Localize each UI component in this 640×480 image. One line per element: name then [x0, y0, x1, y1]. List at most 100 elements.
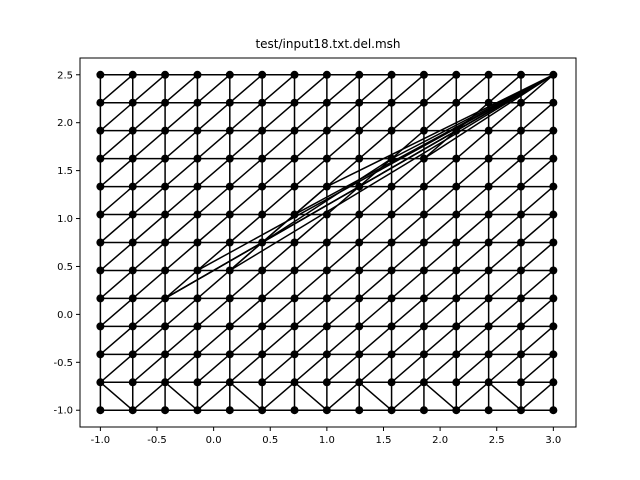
mesh-node: [128, 294, 137, 303]
mesh-edge: [294, 74, 328, 104]
mesh-node: [516, 210, 525, 219]
mesh-node: [193, 350, 202, 359]
mesh-edge: [196, 297, 231, 327]
mesh-node: [322, 154, 331, 163]
y-tick-label: 0.0: [57, 310, 73, 321]
mesh-node: [516, 406, 525, 415]
mesh-edge: [391, 381, 425, 411]
mesh-node: [225, 126, 234, 135]
mesh-node: [419, 378, 428, 387]
mesh-edge: [391, 130, 425, 160]
mesh-edge: [294, 241, 328, 272]
mesh-node: [549, 238, 558, 247]
mesh-node: [387, 350, 396, 359]
mesh-node: [387, 266, 396, 275]
mesh-node: [419, 294, 428, 303]
mesh-node: [96, 238, 105, 247]
mesh-node: [516, 266, 525, 275]
mesh-edge: [488, 269, 522, 299]
mesh-edge: [326, 102, 360, 132]
mesh-node: [516, 378, 525, 387]
mesh-edge: [164, 74, 198, 104]
mesh-edge: [261, 130, 296, 160]
mesh-edge: [326, 269, 360, 299]
mesh-edge: [423, 241, 457, 272]
mesh-edge: [358, 325, 393, 355]
mesh-edge: [326, 186, 360, 216]
mesh-node: [128, 406, 137, 415]
mesh-edge: [455, 241, 490, 272]
mesh-edge: [326, 241, 360, 272]
mesh-node: [290, 378, 299, 387]
y-tick-label: 1.5: [57, 166, 73, 177]
mesh-node: [322, 182, 331, 191]
mesh-node: [258, 154, 267, 163]
mesh-edge: [164, 241, 198, 272]
mesh-edge: [99, 102, 134, 132]
mesh-node: [452, 238, 461, 247]
mesh-edge: [455, 325, 490, 355]
mesh-edge: [391, 74, 554, 160]
mesh-edge: [229, 74, 263, 104]
mesh-node: [387, 126, 396, 135]
mesh-node: [516, 98, 525, 107]
mesh-edge: [326, 158, 360, 188]
mesh-edge: [455, 130, 490, 160]
mesh-node: [419, 322, 428, 331]
mesh-edge: [455, 269, 490, 299]
mesh-edge: [423, 130, 457, 160]
mesh-edge: [196, 186, 231, 216]
mesh-edge: [99, 241, 134, 272]
mesh-node: [355, 266, 364, 275]
mesh-edge: [132, 186, 166, 216]
mesh-node: [225, 322, 234, 331]
mesh-node: [225, 70, 234, 79]
mesh-edge: [196, 325, 231, 355]
mesh-node: [549, 350, 558, 359]
mesh-node: [96, 210, 105, 219]
mesh-node: [258, 98, 267, 107]
mesh-edge: [164, 213, 198, 244]
mesh-node: [193, 238, 202, 247]
mesh-node: [225, 378, 234, 387]
mesh-edge: [423, 297, 457, 327]
mesh-edge: [488, 158, 522, 188]
mesh-node: [225, 406, 234, 415]
mesh-node: [452, 294, 461, 303]
mesh-edge: [423, 325, 457, 355]
mesh-node: [452, 126, 461, 135]
mesh-node: [355, 182, 364, 191]
mesh-node: [290, 350, 299, 359]
x-tick-label: 0.0: [206, 435, 222, 446]
mesh-edge: [99, 297, 134, 327]
mesh-node: [484, 238, 493, 247]
mesh-node: [484, 70, 493, 79]
chart-title: test/input18.txt.del.msh: [255, 37, 400, 51]
mesh-edge: [132, 130, 166, 160]
mesh-node: [516, 182, 525, 191]
mesh-node: [549, 70, 558, 79]
mesh-edge: [229, 74, 554, 272]
mesh-node: [419, 182, 428, 191]
mesh-edge: [423, 353, 457, 383]
mesh-node: [387, 378, 396, 387]
mesh-edge: [261, 381, 296, 411]
mesh-edge: [391, 353, 425, 383]
mesh-edge: [423, 74, 457, 104]
mesh-node: [161, 294, 170, 303]
mesh-node: [161, 378, 170, 387]
mesh-edge: [229, 130, 263, 160]
mesh-edge: [358, 241, 393, 272]
mesh-edge: [391, 269, 425, 299]
mesh-edge: [520, 213, 554, 244]
mesh-node: [128, 98, 137, 107]
mesh-edge: [326, 74, 360, 104]
mesh-edge: [132, 269, 166, 299]
mesh-edge: [520, 241, 554, 272]
mesh-node: [128, 350, 137, 359]
mesh-edge: [423, 102, 457, 132]
mesh-edge: [196, 130, 231, 160]
mesh-edge: [488, 130, 522, 160]
mesh-node: [549, 378, 558, 387]
